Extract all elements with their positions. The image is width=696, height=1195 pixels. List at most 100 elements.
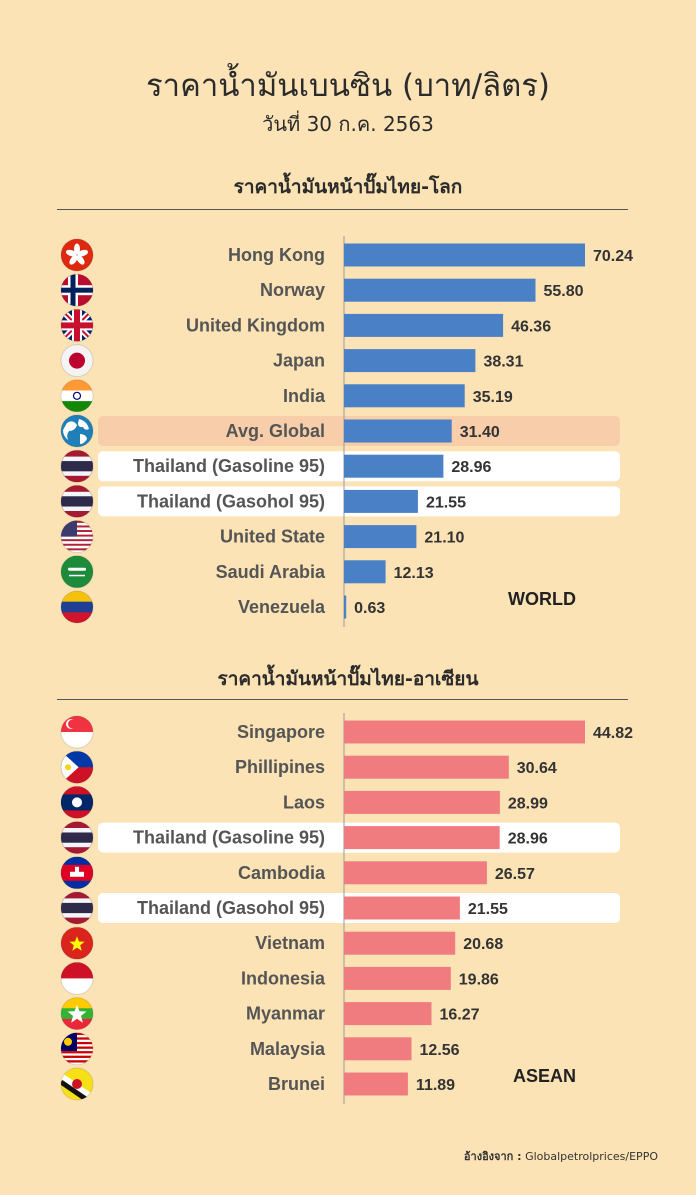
category-label: Myanmar (246, 1004, 325, 1024)
category-label: Vietnam (255, 933, 325, 953)
category-label: Phillipines (235, 757, 325, 777)
brunei-flag-icon (61, 1068, 93, 1100)
bar (344, 931, 456, 955)
value-label: 28.96 (508, 831, 548, 848)
laos-flag-icon (61, 786, 93, 819)
category-label: United Kingdom (186, 315, 325, 335)
bar (344, 560, 386, 584)
value-label: 44.82 (593, 725, 633, 742)
bar (344, 1072, 408, 1096)
indonesia-flag-icon (61, 962, 93, 995)
category-label: Venezuela (238, 597, 326, 617)
source-label: อ้างอิงจาก : (463, 1150, 522, 1163)
category-label: Hong Kong (228, 245, 325, 265)
bar (344, 1037, 412, 1061)
value-label: 21.55 (468, 901, 508, 918)
source-text: Globalpetrolprices/EPPO (525, 1150, 658, 1163)
thailand-flag-icon (61, 450, 93, 483)
bar (344, 313, 504, 337)
singapore-flag-icon (61, 716, 93, 748)
bar (344, 1002, 432, 1026)
uk-flag-icon (61, 309, 93, 342)
thailand-flag-icon (61, 892, 93, 924)
bar (344, 861, 487, 885)
world-divider (57, 209, 628, 210)
category-label: Thailand (Gasoline 95) (133, 828, 325, 848)
bar (344, 896, 460, 920)
page-title: ราคาน้ำมันเบนซิน (บาท/ลิตร) (146, 68, 550, 104)
philippines-flag-icon (61, 751, 93, 784)
value-label: 30.64 (517, 760, 557, 777)
category-label: Thailand (Gasohol 95) (137, 898, 325, 918)
thailand-flag-icon (61, 821, 93, 854)
value-label: 21.10 (424, 530, 464, 547)
myanmar-flag-icon (61, 997, 93, 1030)
category-label: Malaysia (250, 1039, 326, 1059)
value-label: 0.63 (354, 600, 385, 617)
bar (344, 720, 585, 744)
asean-price-chart: Singapore 44.82 Phillipines 30.64 Laos 28.99 T… (60, 713, 633, 1104)
page-date: วันที่ 30 ก.ค. 2563 (262, 112, 434, 136)
value-label: 28.96 (451, 459, 491, 476)
category-label: Indonesia (241, 968, 326, 988)
value-label: 70.24 (593, 248, 633, 265)
value-label: 12.56 (420, 1042, 460, 1059)
venezuela-flag-icon (61, 591, 93, 623)
bar (344, 966, 451, 990)
category-label: Japan (273, 351, 325, 371)
bar (344, 349, 476, 373)
bar (344, 384, 465, 408)
category-label: Singapore (237, 722, 325, 742)
bar (344, 755, 509, 779)
bar (344, 243, 585, 267)
value-label: 12.13 (394, 565, 434, 582)
thailand-flag-icon (61, 485, 93, 518)
bar (344, 278, 536, 302)
value-label: 31.40 (460, 424, 500, 441)
value-label: 20.68 (463, 936, 503, 953)
value-label: 55.80 (543, 283, 583, 300)
bar (344, 419, 452, 443)
category-label: Avg. Global (226, 421, 325, 441)
value-label: 11.89 (416, 1077, 455, 1094)
value-label: 46.36 (511, 318, 551, 335)
region-tag: WORLD (508, 589, 576, 609)
asean-section-title: ราคาน้ำมันหน้าปั๊มไทย-อาเซียน (217, 668, 479, 690)
category-label: Brunei (268, 1074, 325, 1094)
world-price-chart: Hong Kong 70.24 Norway 55.80 United Kingdom 4… (60, 236, 633, 627)
asean-divider (57, 699, 628, 700)
globe-icon (61, 415, 93, 447)
vietnam-flag-icon (61, 927, 93, 960)
cambodia-flag-icon (61, 856, 93, 889)
value-label: 38.31 (483, 354, 523, 371)
bar (344, 525, 417, 549)
bar (344, 489, 418, 513)
category-label: United State (220, 527, 325, 547)
usa-flag-icon (61, 520, 93, 553)
category-label: India (283, 386, 326, 406)
category-label: Cambodia (238, 863, 326, 883)
bar (344, 826, 500, 850)
value-label: 16.27 (439, 1007, 479, 1024)
bar (344, 790, 500, 814)
category-label: Laos (283, 792, 325, 812)
value-label: 21.55 (426, 494, 466, 511)
bar (344, 454, 444, 478)
category-label: Saudi Arabia (216, 562, 326, 582)
value-label: 26.57 (495, 866, 535, 883)
source-note: อ้างอิงจาก : Globalpetrolprices/EPPO (464, 1147, 658, 1165)
saudi-flag-icon (61, 555, 93, 588)
hong-kong-flag-icon (61, 239, 93, 271)
category-label: Thailand (Gasoline 95) (133, 456, 325, 476)
bar (344, 595, 347, 619)
norway-flag-icon (61, 274, 93, 307)
category-label: Thailand (Gasohol 95) (137, 491, 325, 511)
value-label: 19.86 (459, 971, 499, 988)
value-label: 35.19 (473, 389, 513, 406)
region-tag: ASEAN (513, 1066, 576, 1086)
india-flag-icon (61, 379, 93, 412)
world-section-title: ราคาน้ำมันหน้าปั๊มไทย-โลก (233, 176, 463, 198)
value-label: 28.99 (508, 795, 548, 812)
category-label: Norway (260, 280, 325, 300)
japan-flag-icon (61, 344, 93, 377)
